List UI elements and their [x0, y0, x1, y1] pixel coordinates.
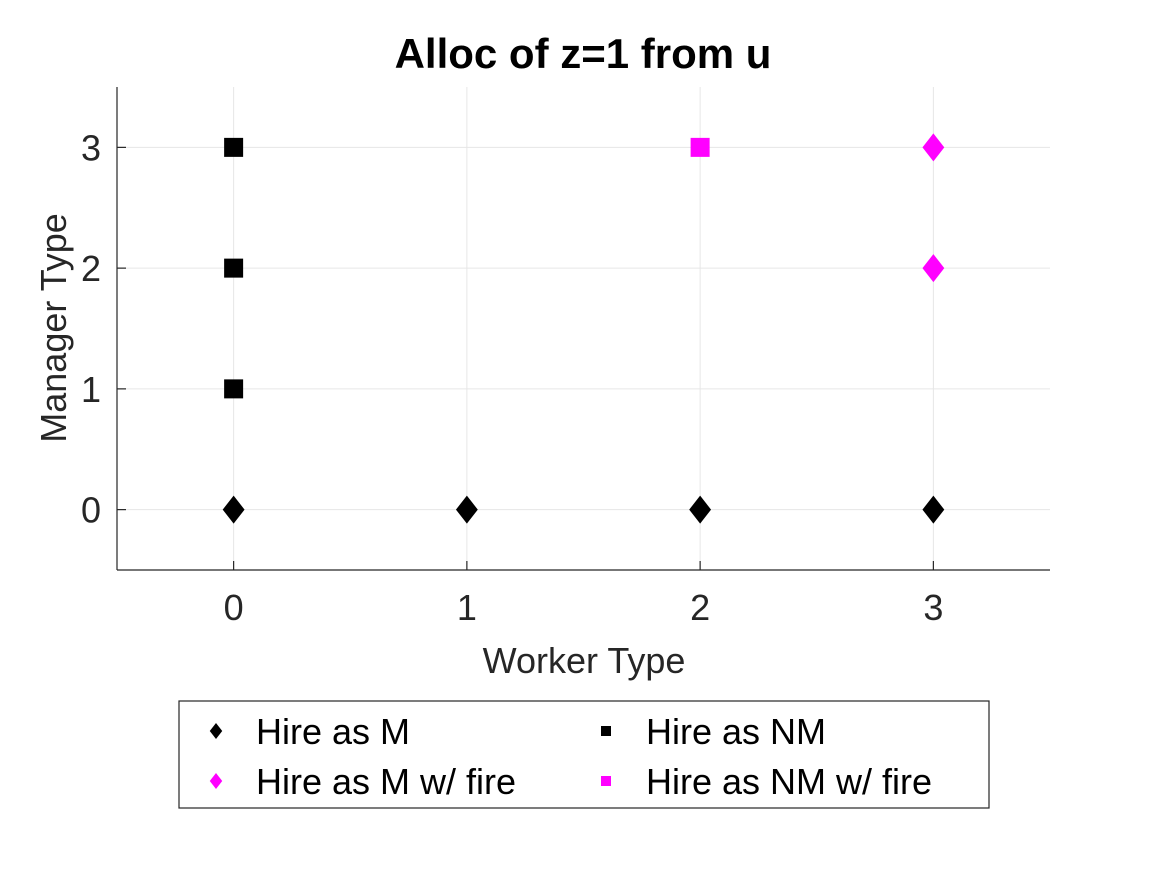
data-points	[222, 133, 945, 524]
legend: Hire as M Hire as NM Hire as M w/ fire Hire…	[178, 700, 990, 809]
axes	[116, 87, 1050, 571]
y-tick-label: 0	[81, 490, 101, 531]
legend-box	[178, 700, 990, 809]
grid	[117, 87, 1050, 570]
diamond-data-point	[922, 495, 945, 524]
square-data-point	[224, 258, 244, 278]
legend-items: Hire as M Hire as NM Hire as M w/ fire Hire…	[209, 711, 932, 802]
y-tick-label: 1	[81, 369, 101, 410]
x-tick-label: 0	[224, 587, 244, 628]
legend-label: Hire as NM	[646, 711, 826, 752]
diamond-data-point	[922, 254, 945, 283]
chart-title: Alloc of z=1 from u	[395, 30, 772, 77]
diamond-data-point	[689, 495, 712, 524]
legend-label: Hire as M	[256, 711, 410, 752]
x-tick-label: 1	[457, 587, 477, 628]
x-tick-label: 2	[690, 587, 710, 628]
legend-marker-square	[601, 776, 611, 786]
diamond-data-point	[222, 495, 245, 524]
legend-label: Hire as NM w/ fire	[646, 761, 932, 802]
tick-labels: 0 1 2 3 0 1 2 3	[81, 127, 943, 628]
square-data-point	[690, 137, 710, 157]
legend-label: Hire as M w/ fire	[256, 761, 516, 802]
diamond-data-point	[922, 133, 945, 162]
y-tick-label: 2	[81, 248, 101, 289]
diamond-data-point	[455, 495, 478, 524]
x-tick-label: 3	[923, 587, 943, 628]
y-tick-label: 3	[81, 127, 101, 168]
y-axis-label: Manager Type	[33, 213, 74, 442]
legend-marker-diamond	[209, 723, 223, 739]
legend-marker-square	[601, 726, 611, 736]
legend-marker-diamond	[209, 773, 223, 789]
x-axis-label: Worker Type	[483, 640, 686, 681]
square-data-point	[224, 137, 244, 157]
square-data-point	[224, 379, 244, 399]
